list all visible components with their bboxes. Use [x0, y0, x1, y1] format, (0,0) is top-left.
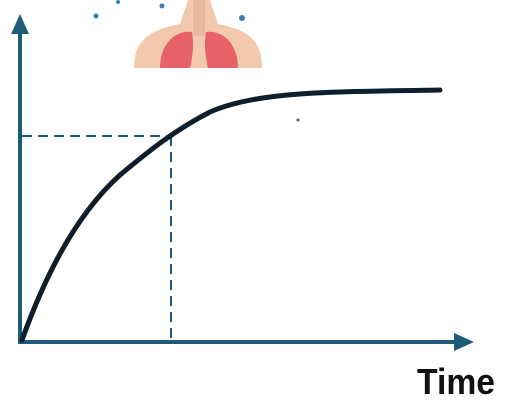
x-axis-label: Time [417, 361, 495, 402]
guide-lines [22, 135, 172, 340]
axes [18, 30, 460, 344]
curve [19, 87, 443, 343]
y-axis-arrow [11, 14, 29, 34]
lungs-icon [93, 0, 300, 122]
x-axis-arrow [454, 333, 474, 351]
